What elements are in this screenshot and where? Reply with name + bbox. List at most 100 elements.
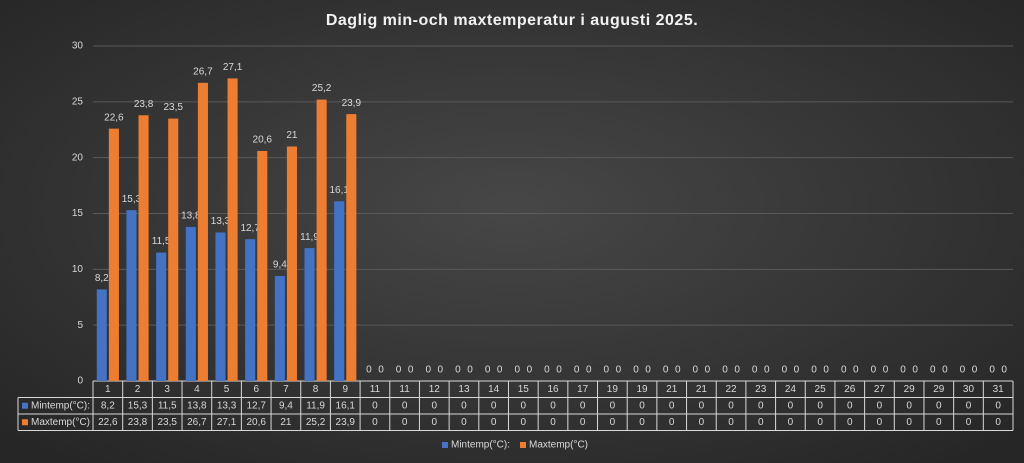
data-label: 0 (544, 365, 550, 376)
legend-key (442, 442, 448, 448)
x-tick-label: 19 (636, 384, 648, 395)
table-cell: 0 (966, 417, 972, 428)
table-cell: 27,1 (217, 417, 237, 428)
table-cell: 25,2 (306, 417, 326, 428)
data-label: 13,3 (211, 216, 231, 227)
data-label: 0 (527, 365, 533, 376)
bar (185, 226, 196, 381)
table-cell: 26,7 (187, 417, 207, 428)
x-tick-label: 15 (518, 384, 530, 395)
data-label: 11,9 (300, 232, 319, 243)
table-cell: 0 (491, 400, 497, 411)
data-label: 0 (586, 365, 592, 376)
bar (197, 82, 208, 381)
table-cell: 13,8 (187, 400, 207, 411)
data-label: 0 (853, 365, 859, 376)
legend-label: Maxtemp(°C) (529, 440, 588, 451)
x-tick-label: 5 (224, 384, 230, 395)
data-label: 0 (734, 365, 740, 376)
data-label: 0 (556, 365, 562, 376)
data-label: 0 (722, 365, 728, 376)
data-label: 0 (378, 365, 384, 376)
table-key (22, 419, 28, 426)
data-label: 0 (841, 365, 847, 376)
x-tick-label: 8 (313, 384, 319, 395)
table-cell: 0 (639, 400, 645, 411)
table-cell: 0 (995, 417, 1001, 428)
x-tick-label: 7 (283, 384, 289, 395)
x-tick-label: 17 (577, 384, 589, 395)
data-label: 0 (942, 365, 948, 376)
table-cell: 0 (432, 417, 438, 428)
x-tick-label: 24 (785, 384, 797, 395)
table-key (22, 402, 28, 409)
table-cell: 0 (728, 417, 734, 428)
x-tick-label: 21 (666, 384, 678, 395)
table-cell: 23,8 (128, 417, 148, 428)
x-tick-label: 21 (696, 384, 708, 395)
bar (96, 289, 107, 381)
table-cell: 0 (699, 417, 705, 428)
data-label: 11,5 (152, 236, 171, 247)
bar (274, 276, 285, 381)
data-label: 0 (782, 365, 788, 376)
data-label: 15,3 (122, 194, 142, 205)
data-label: 0 (871, 365, 877, 376)
chart-title: Daglig min-och maxtemperatur i augusti 2… (326, 12, 698, 29)
x-tick-label: 14 (488, 384, 500, 395)
table-cell: 0 (788, 400, 794, 411)
y-tick-label: 20 (72, 152, 84, 163)
x-tick-label: 6 (253, 384, 259, 395)
table-cell: 0 (906, 400, 912, 411)
table-cell: 11,9 (306, 400, 325, 411)
data-label: 0 (485, 365, 491, 376)
data-label: 27,1 (223, 62, 243, 73)
data-label: 23,9 (342, 98, 362, 109)
table-cell: 21 (280, 417, 292, 428)
table-cell: 0 (580, 400, 586, 411)
data-label: 0 (960, 365, 966, 376)
x-tick-label: 3 (164, 384, 170, 395)
x-tick-label: 11 (370, 384, 381, 395)
data-label: 0 (645, 365, 651, 376)
data-label: 0 (497, 365, 503, 376)
table-cell: 11,5 (158, 400, 177, 411)
table-cell: 0 (699, 400, 705, 411)
table-cell: 0 (610, 417, 616, 428)
table-cell: 0 (758, 417, 764, 428)
legend-key (520, 442, 526, 448)
table-cell: 0 (372, 400, 378, 411)
data-label: 13,8 (181, 211, 201, 222)
table-cell: 0 (728, 400, 734, 411)
table-cell: 13,3 (217, 400, 237, 411)
table-cell: 0 (461, 417, 467, 428)
data-label: 9,4 (273, 260, 287, 271)
table-cell: 0 (847, 400, 853, 411)
data-label: 0 (396, 365, 402, 376)
x-tick-label: 29 (933, 384, 945, 395)
table-cell: 0 (521, 400, 527, 411)
table-cell: 0 (550, 417, 556, 428)
table-cell: 0 (491, 417, 497, 428)
x-tick-label: 9 (342, 384, 348, 395)
data-label: 25,2 (312, 83, 332, 94)
table-cell: 0 (936, 417, 942, 428)
data-label: 22,6 (104, 112, 124, 123)
bar (245, 239, 256, 381)
bar (215, 232, 226, 381)
data-label: 0 (1001, 365, 1007, 376)
x-tick-label: 16 (547, 384, 559, 395)
data-label: 16,1 (329, 185, 349, 196)
y-tick-label: 15 (72, 208, 84, 219)
data-label: 0 (604, 365, 610, 376)
table-cell: 20,6 (246, 417, 266, 428)
table-cell: 22,6 (98, 417, 118, 428)
data-label: 0 (900, 365, 906, 376)
data-label: 0 (972, 365, 978, 376)
data-label: 0 (930, 365, 936, 376)
data-label: 0 (467, 365, 473, 376)
data-label: 12,7 (240, 223, 260, 234)
table-cell: 23,5 (157, 417, 177, 428)
table-cell: 0 (610, 400, 616, 411)
